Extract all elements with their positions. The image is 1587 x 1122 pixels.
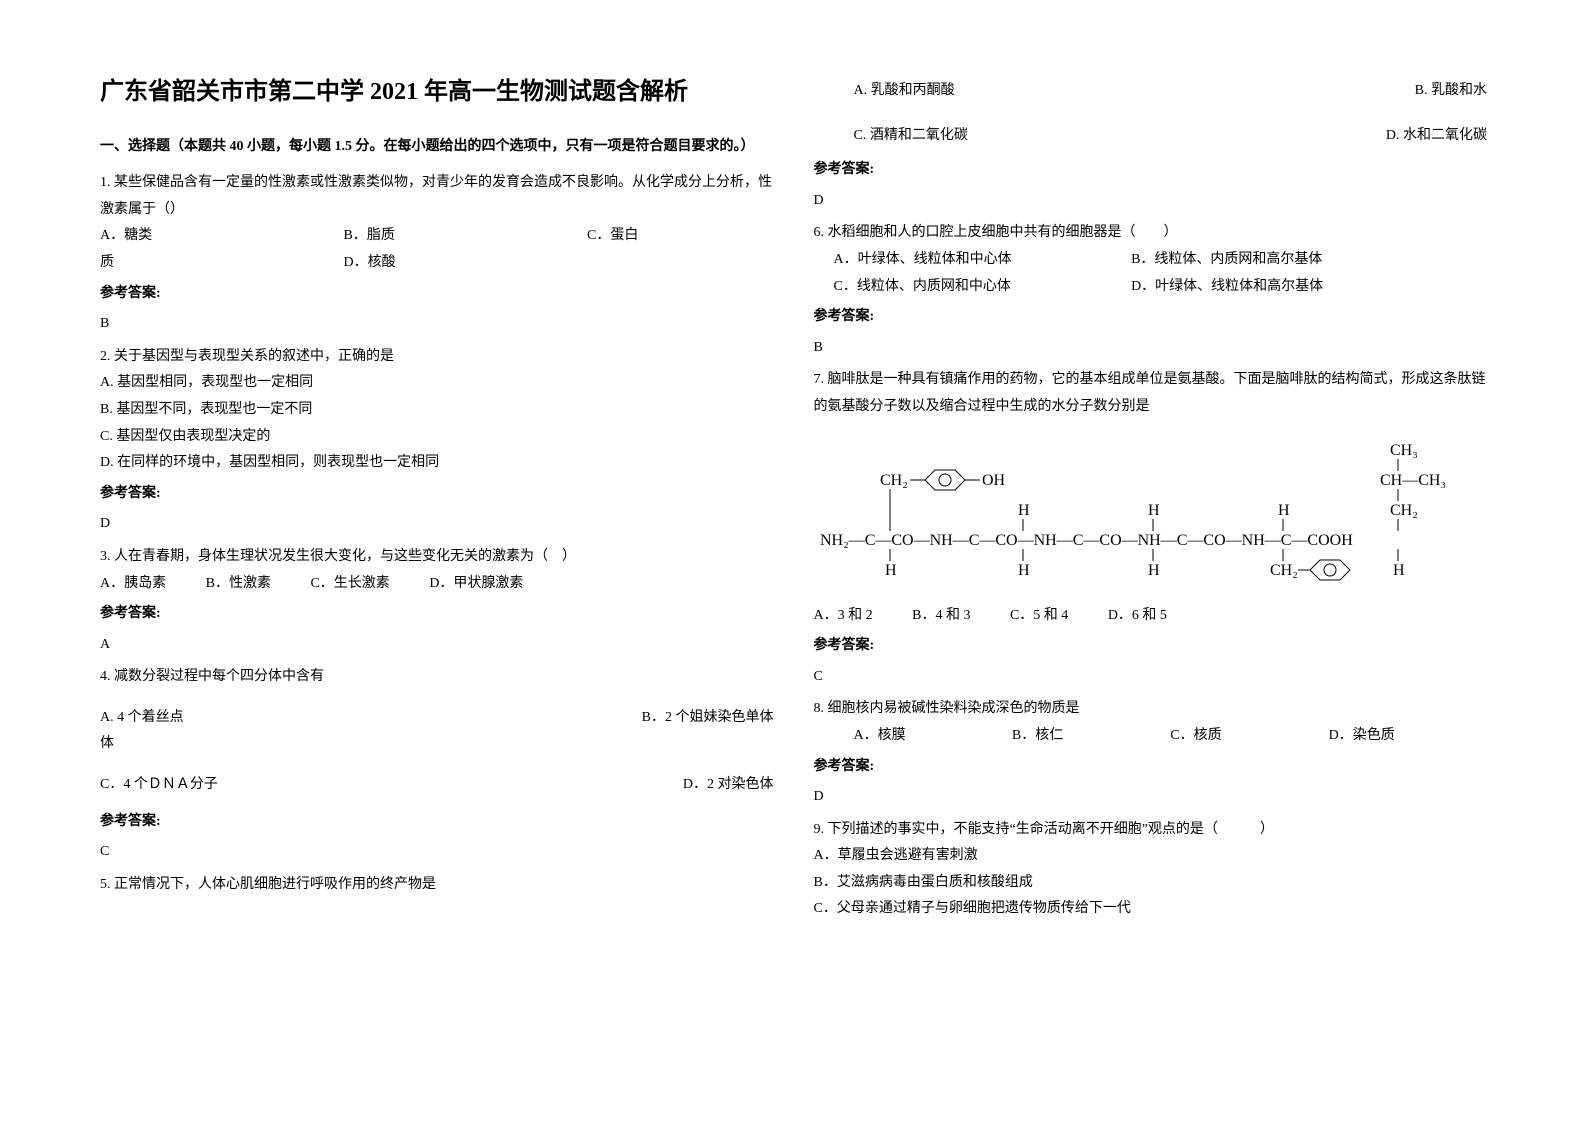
chem-h1: H [1018,502,1030,519]
chem-ch3-top: CH₃ [1390,442,1418,459]
q4-row2: C．4 个ＤＮＡ分子 D．2 对染色体 [100,772,774,799]
q6-opt-d: D．叶绿体、线粒体和高尔基体 [1131,274,1425,301]
q4-opt-c: C．4 个ＤＮＡ分子 [100,772,218,799]
q9-opt-c: C．父母亲通过精子与卵细胞把遗传物质传给下一代 [814,896,1488,923]
left-column: 广东省韶关市市第二中学 2021 年高一生物测试题含解析 一、选择题（本题共 4… [80,70,794,1052]
q5-ans-label: 参考答案: [814,157,1488,184]
q3-text: 3. 人在青春期，身体生理状况发生很大变化，与这些变化无关的激素为（ ） [100,544,774,571]
q3-ans-label: 参考答案: [100,601,774,628]
q4-opt-d: D．2 对染色体 [683,772,774,799]
section-heading: 一、选择题（本题共 40 小题，每小题 1.5 分。在每小题给出的四个选项中，只… [100,134,774,161]
q1-text: 1. 某些保健品含有一定量的性激素或性激素类似物，对青少年的发育会造成不良影响。… [100,170,774,223]
q6-row1: A．叶绿体、线粒体和中心体 B．线粒体、内质网和高尔基体 [814,247,1488,274]
q7-options: A．3 和 2 B．4 和 3 C．5 和 4 D．6 和 5 [814,603,1488,630]
q1-opt-b: B．脂质 [344,223,544,250]
q8-opt-a: A．核膜 [854,723,1012,750]
q7-opt-c: C．5 和 4 [1010,608,1068,623]
q4-opt-b: B．2 个姐妹染色单体 [642,705,774,732]
chem-ch2-b: CH₂ [1270,562,1298,579]
heading-post: 分。在每小题给出的四个选项中，只有一项是符合题目要求的。） [352,139,755,154]
q4-opt-a: A. 4 个着丝点 [100,705,184,732]
heading-score: 1.5 [335,139,353,154]
q6-opt-a: A．叶绿体、线粒体和中心体 [834,247,1128,274]
q1-opt-c: C．蛋白 [587,223,638,250]
peptide-structure-diagram: CH₃ CH—CH₃ CH₂ CH₂ OH H H H NH₂—C—C [814,431,1488,593]
chem-oh: OH [982,472,1006,489]
chem-hb3: H [1148,562,1160,579]
q2-ans-label: 参考答案: [100,481,774,508]
q1-ans: B [100,311,774,338]
chem-ch2-r: CH₂ [1390,502,1418,519]
heading-pre: 一、选择题（本题共 40 小题，每小题 [100,139,335,154]
q4-body-word: 体 [100,731,774,758]
right-column: A. 乳酸和丙酮酸 B. 乳酸和水 C. 酒精和二氧化碳 D. 水和二氧化碳 参… [794,70,1508,1052]
q8-options: A．核膜 B．核仁 C．核质 D．染色质 [814,723,1488,750]
chem-h3: H [1278,502,1290,519]
q8-ans-label: 参考答案: [814,754,1488,781]
q5-ans: D [814,188,1488,215]
q1-options-line1: A．糖类 B．脂质 C．蛋白 [100,223,774,250]
q9-opt-b: B．艾滋病病毒由蛋白质和核酸组成 [814,870,1488,897]
q2-opt-a: A. 基因型相同，表现型也一定相同 [100,370,774,397]
q3-opt-a: A．胰岛素 [100,576,166,591]
chem-ch2-l: CH₂ [880,472,908,489]
q4-text: 4. 减数分裂过程中每个四分体中含有 [100,664,774,691]
q6-text: 6. 水稻细胞和人的口腔上皮细胞中共有的细胞器是（ ） [814,220,1488,247]
q3-opt-d: D．甲状腺激素 [429,576,523,591]
q8-ans: D [814,784,1488,811]
q7-opt-d: D．6 和 5 [1108,608,1167,623]
q1-opt-a: A．糖类 [100,223,300,250]
q6-ans: B [814,335,1488,362]
q5-opt-c: C. 酒精和二氧化碳 [854,123,968,150]
q5-opt-d: D. 水和二氧化碳 [1386,123,1487,150]
q2-text: 2. 关于基因型与表现型关系的叙述中，正确的是 [100,344,774,371]
q8-text: 8. 细胞核内易被碱性染料染成深色的物质是 [814,696,1488,723]
chem-hb5: H [1393,562,1405,579]
chem-backbone: NH₂—C—CO—NH—C—CO—NH—C—CO—NH—C—CO—NH—C—CO… [820,532,1353,549]
q6-row2: C．线粒体、内质网和中心体 D．叶绿体、线粒体和高尔基体 [814,274,1488,301]
q1-ans-label: 参考答案: [100,281,774,308]
q9-opt-a: A．草履虫会逃避有害刺激 [814,843,1488,870]
q5-opt-b: B. 乳酸和水 [1415,78,1487,105]
q6-opt-b: B．线粒体、内质网和高尔基体 [1131,247,1425,274]
q7-ans: C [814,664,1488,691]
q4-row1: A. 4 个着丝点 B．2 个姐妹染色单体 [100,705,774,732]
q8-opt-b: B．核仁 [1012,723,1170,750]
q4-ans: C [100,839,774,866]
q7-ans-label: 参考答案: [814,633,1488,660]
q8-opt-d: D．染色质 [1329,723,1487,750]
chem-hb2: H [1018,562,1030,579]
q3-opt-b: B．性激素 [206,576,271,591]
q5-row1: A. 乳酸和丙酮酸 B. 乳酸和水 [814,78,1488,105]
q1-line2: 质 [100,250,300,277]
q3-ans: A [100,632,774,659]
q2-opt-c: C. 基因型仅由表现型决定的 [100,424,774,451]
chem-h2: H [1148,502,1160,519]
q3-opt-c: C．生长激素 [310,576,389,591]
q1-opt-d: D．核酸 [344,250,396,277]
q3-options: A．胰岛素 B．性激素 C．生长激素 D．甲状腺激素 [100,571,774,598]
q5-opt-a: A. 乳酸和丙酮酸 [854,78,955,105]
q1-options-line2: 质 D．核酸 [100,250,774,277]
q5-row2: C. 酒精和二氧化碳 D. 水和二氧化碳 [814,123,1488,150]
q2-ans: D [100,511,774,538]
q7-opt-b: B．4 和 3 [912,608,970,623]
q7-opt-a: A．3 和 2 [814,608,873,623]
q8-opt-c: C．核质 [1170,723,1328,750]
q2-opt-b: B. 基因型不同，表现型也一定不同 [100,397,774,424]
q4-ans-label: 参考答案: [100,809,774,836]
q6-ans-label: 参考答案: [814,304,1488,331]
q7-text: 7. 脑啡肽是一种具有镇痛作用的药物，它的基本组成单位是氨基酸。下面是脑啡肽的结… [814,367,1488,420]
q9-text: 9. 下列描述的事实中，不能支持“生命活动离不开细胞”观点的是（ ） [814,817,1488,844]
q2-opt-d: D. 在同样的环境中，基因型相同，则表现型也一定相同 [100,450,774,477]
q5-text: 5. 正常情况下，人体心肌细胞进行呼吸作用的终产物是 [100,872,774,899]
page-title: 广东省韶关市市第二中学 2021 年高一生物测试题含解析 [100,70,774,116]
chem-hb1: H [885,562,897,579]
chem-chch3: CH—CH₃ [1380,472,1446,489]
q6-opt-c: C．线粒体、内质网和中心体 [834,274,1128,301]
